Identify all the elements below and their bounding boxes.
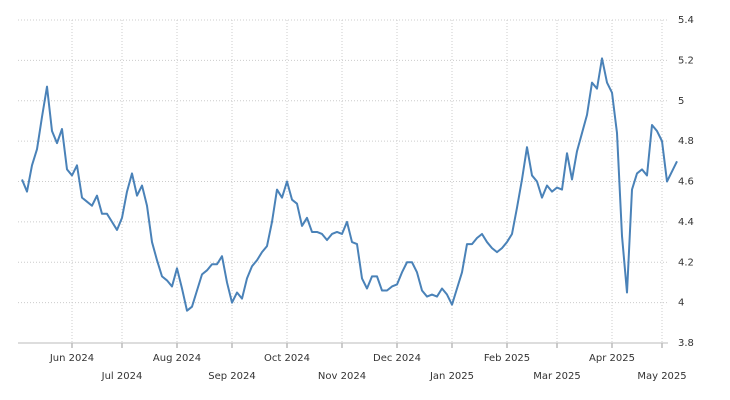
y-tick-label: 4	[678, 298, 684, 309]
x-tick-label: Jan 2025	[429, 371, 474, 382]
y-tick-label: 4.4	[678, 217, 694, 228]
x-tick-label: Aug 2024	[153, 353, 201, 364]
y-tick-label: 5.4	[678, 15, 694, 26]
x-tick-label: Nov 2024	[318, 371, 366, 382]
x-tick-label: Jun 2024	[49, 353, 94, 364]
y-tick-label: 5	[678, 96, 684, 107]
y-tick-label: 3.8	[678, 338, 694, 349]
x-tick-label: Apr 2025	[589, 353, 635, 364]
x-tick-label: Dec 2024	[373, 353, 421, 364]
x-tick-label: Mar 2025	[533, 371, 581, 382]
y-tick-label: 4.8	[678, 136, 694, 147]
x-tick-label: Sep 2024	[208, 371, 255, 382]
x-tick-label: Jul 2024	[101, 371, 143, 382]
x-tick-label: May 2025	[637, 371, 686, 382]
line	[21, 57, 678, 312]
y-tick-label: 5.2	[678, 55, 694, 66]
x-tick-label: Oct 2024	[264, 353, 310, 364]
x-tick-label: Feb 2025	[484, 353, 530, 364]
y-tick-label: 4.2	[678, 257, 694, 268]
y-tick-label: 4.6	[678, 177, 694, 188]
